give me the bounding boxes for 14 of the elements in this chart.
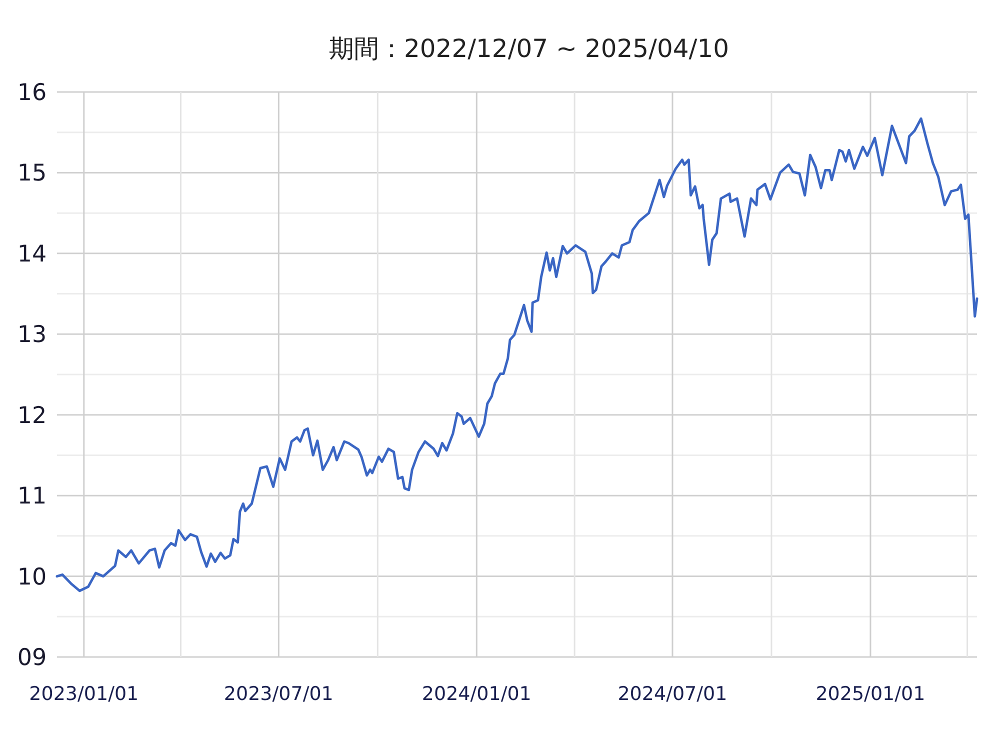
x-tick-label: 2024/01/01 <box>422 683 532 705</box>
y-tick-label: 11 <box>17 484 47 510</box>
y-tick-label: 09 <box>17 645 47 671</box>
x-tick-label: 2024/07/01 <box>618 683 728 705</box>
y-tick-label: 12 <box>17 402 47 429</box>
chart-title: 期間：2022/12/07 ~ 2025/04/10 <box>328 34 730 63</box>
y-tick-label: 16 <box>17 80 47 106</box>
y-tick-label: 13 <box>17 322 47 348</box>
x-tick-label: 2025/01/01 <box>816 683 926 705</box>
y-tick-label: 10 <box>17 564 47 590</box>
y-tick-label: 14 <box>17 241 47 268</box>
x-tick-label: 2023/07/01 <box>224 683 334 705</box>
y-tick-label: 15 <box>17 160 47 187</box>
x-tick-label: 2023/01/01 <box>29 683 139 705</box>
